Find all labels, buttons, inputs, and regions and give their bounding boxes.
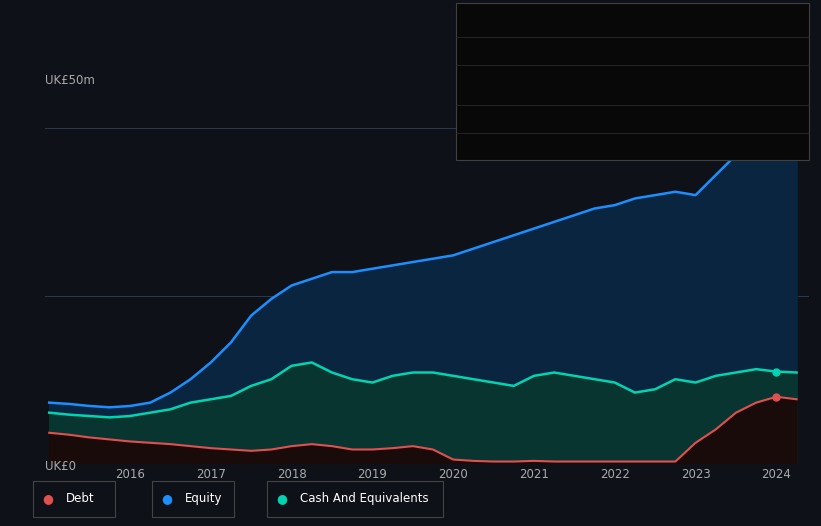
Text: Cash And Equivalents: Cash And Equivalents: [466, 135, 587, 145]
Text: UK£50m: UK£50m: [45, 74, 95, 87]
Text: ●: ●: [161, 492, 172, 505]
Text: UK£0: UK£0: [45, 460, 76, 473]
Text: 20.7%: 20.7%: [633, 86, 672, 96]
Text: Cash And Equivalents: Cash And Equivalents: [300, 492, 429, 505]
Text: Debt: Debt: [466, 39, 493, 49]
Text: Mar 31 2024: Mar 31 2024: [466, 12, 548, 25]
Text: Equity: Equity: [466, 67, 501, 77]
Text: UK£13.639m: UK£13.639m: [727, 135, 799, 145]
Text: ●: ●: [42, 492, 53, 505]
Text: Equity: Equity: [185, 492, 222, 505]
Text: Debt/Equity Ratio: Debt/Equity Ratio: [694, 86, 799, 96]
Text: UK£47.773m: UK£47.773m: [727, 67, 799, 77]
Text: Debt: Debt: [66, 492, 94, 505]
Text: UK£9.875m: UK£9.875m: [733, 39, 799, 49]
Text: ●: ●: [276, 492, 287, 505]
